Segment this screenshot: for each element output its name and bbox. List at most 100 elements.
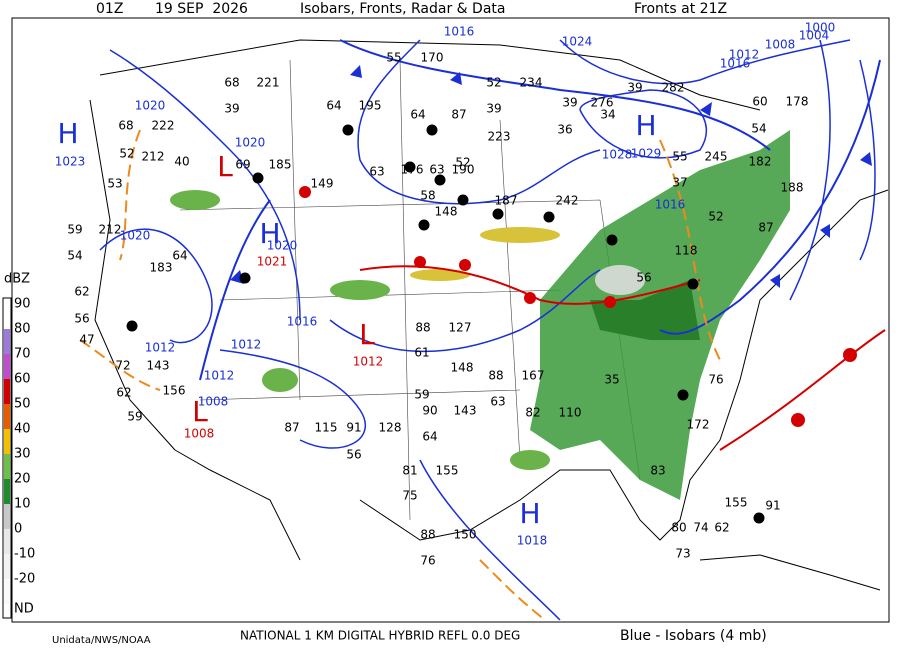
legend-label: -10 xyxy=(14,547,35,562)
station-value: 74 xyxy=(693,521,708,535)
station-value: 52 xyxy=(455,156,470,170)
station-value: 195 xyxy=(359,99,382,113)
station-value: 87 xyxy=(284,421,299,435)
station-value: 276 xyxy=(591,96,614,110)
station-value: 64 xyxy=(326,99,341,113)
station-marker xyxy=(404,161,416,173)
station-value: 64 xyxy=(410,108,425,122)
legend-swatch xyxy=(4,304,10,329)
station-value: 68 xyxy=(118,119,133,133)
station-value: 118 xyxy=(675,244,698,258)
station-value: 73 xyxy=(675,547,690,561)
station-value: 187 xyxy=(495,194,518,208)
station-value: 167 xyxy=(522,369,545,383)
warm-front xyxy=(719,329,886,451)
station-value: 212 xyxy=(99,223,122,237)
station-value: 188 xyxy=(781,181,804,195)
station-value: 245 xyxy=(705,150,728,164)
footer: Unidata/NWS/NOAA NATIONAL 1 KM DIGITAL H… xyxy=(52,628,767,646)
legend-label: 90 xyxy=(14,297,31,312)
station-value: 155 xyxy=(436,464,459,478)
station-marker xyxy=(418,219,430,231)
pressure-value: 1008 xyxy=(184,427,215,441)
station-value: 223 xyxy=(488,130,511,144)
station-value: 64 xyxy=(172,249,187,263)
front-triangle xyxy=(350,65,362,78)
station-value: 63 xyxy=(429,163,444,177)
station-value: 59 xyxy=(127,410,142,424)
station-value: 128 xyxy=(379,421,402,435)
station-value: 115 xyxy=(315,421,338,435)
pressure-value: 1020 xyxy=(267,239,298,253)
station-value: 282 xyxy=(662,81,685,95)
isobar-label: 1012 xyxy=(145,341,176,355)
fronts xyxy=(79,39,886,621)
radar-echo xyxy=(590,280,700,340)
isobar-label: 1020 xyxy=(135,99,166,113)
legend: dBZ 90 80 70 60 50 40 30 20 10 0 -10 -20 ND xyxy=(2,272,35,619)
station-value: 56 xyxy=(636,271,651,285)
isobar-label: 1000 xyxy=(805,21,836,35)
station-marker xyxy=(457,194,469,206)
station-value: 91 xyxy=(765,499,780,513)
station-marker xyxy=(239,272,251,284)
header: 01Z 19 SEP 2026 Isobars, Fronts, Radar &… xyxy=(96,1,727,17)
station-value: 56 xyxy=(346,448,361,462)
station-value: 64 xyxy=(422,430,437,444)
station-value: 69 xyxy=(235,158,250,172)
isobar-label: 1016 xyxy=(444,25,475,39)
station-value: 39 xyxy=(486,102,501,116)
station-value: 190 xyxy=(452,163,475,177)
station-value: 221 xyxy=(257,76,280,90)
front-triangle xyxy=(450,72,462,85)
border xyxy=(99,39,761,111)
pressure-center: L xyxy=(217,150,233,183)
legend-swatch xyxy=(4,379,10,404)
isobar xyxy=(559,39,851,85)
pressure-center: H xyxy=(635,109,656,142)
isobar-label: 1004 xyxy=(799,29,830,43)
station-value: 110 xyxy=(559,406,582,420)
station-value: 182 xyxy=(749,155,772,169)
station-value: 63 xyxy=(490,395,505,409)
station-value: 80 xyxy=(671,521,686,535)
isobar-label: 1012 xyxy=(204,369,235,383)
station-marker xyxy=(677,389,689,401)
station-value: 52 xyxy=(486,76,501,90)
station-value: 90 xyxy=(422,404,437,418)
station-value: 37 xyxy=(672,176,687,190)
pressure-center: L xyxy=(359,318,375,351)
legend-swatch xyxy=(4,429,10,454)
isobar-label: 1016 xyxy=(655,198,686,212)
station-value: 39 xyxy=(562,96,577,110)
legend-label: 10 xyxy=(14,497,31,512)
legend-swatch xyxy=(4,454,10,479)
isobar-label: 1020 xyxy=(120,229,151,243)
station-value: 222 xyxy=(152,119,175,133)
station-value: 76 xyxy=(420,554,435,568)
front-semicircle xyxy=(414,256,426,268)
station-value: 88 xyxy=(415,321,430,335)
legend-label: 50 xyxy=(14,397,31,412)
station-value: 143 xyxy=(147,359,170,373)
station-value: 234 xyxy=(520,76,543,90)
station-value: 149 xyxy=(311,177,334,191)
radar-echo xyxy=(330,280,390,300)
station-value: 212 xyxy=(142,150,165,164)
station-value: 54 xyxy=(67,249,82,263)
legend-swatch xyxy=(4,479,10,504)
credit: Unidata/NWS/NOAA xyxy=(52,635,151,646)
pressure-center: L xyxy=(192,395,208,428)
legend-label: ND xyxy=(14,602,34,617)
front-triangle xyxy=(860,152,872,166)
pressure-center: H xyxy=(57,117,78,150)
station-value: 39 xyxy=(224,102,239,116)
front-triangle xyxy=(770,274,780,288)
time: 01Z xyxy=(96,1,123,17)
isobar xyxy=(357,39,601,205)
station-value: 59 xyxy=(67,223,82,237)
legend-swatch xyxy=(4,504,10,529)
isobar xyxy=(859,59,876,261)
legend-label: 40 xyxy=(14,422,31,437)
